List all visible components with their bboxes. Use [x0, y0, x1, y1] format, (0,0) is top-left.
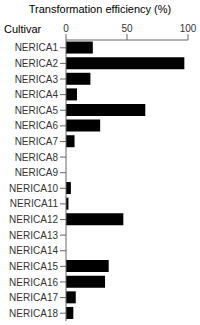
svg-text:NERICA17: NERICA17: [9, 292, 58, 303]
svg-text:NERICA18: NERICA18: [9, 308, 58, 319]
html-text:Transformation efficiency (%): Transformation efficiency (%): [28, 3, 172, 15]
svg-text:NERICA5: NERICA5: [15, 105, 59, 116]
svg-text:50: 50: [121, 23, 133, 34]
svg-text:NERICA1: NERICA1: [15, 42, 59, 53]
svg-text:NERICA9: NERICA9: [15, 167, 59, 178]
svg-text:NERICA12: NERICA12: [9, 214, 58, 225]
svg-text:NERICA2: NERICA2: [15, 58, 59, 69]
svg-text:NERICA10: NERICA10: [9, 183, 58, 194]
svg-text:NERICA7: NERICA7: [15, 136, 59, 147]
svg-text:NERICA4: NERICA4: [15, 89, 59, 100]
svg-text:NERICA13: NERICA13: [9, 230, 58, 241]
svg-text:NERICA16: NERICA16: [9, 277, 58, 288]
svg-text:NERICA8: NERICA8: [15, 152, 59, 163]
svg-text:NERICA14: NERICA14: [9, 245, 58, 256]
svg-text:100: 100: [180, 23, 192, 34]
svg-text:NERICA6: NERICA6: [15, 120, 59, 131]
svg-text:NERICA3: NERICA3: [15, 74, 59, 85]
svg-text:NERICA15: NERICA15: [9, 261, 58, 272]
svg-text:NERICA11: NERICA11: [10, 198, 59, 209]
svg-text:0: 0: [63, 23, 69, 34]
html-text:Cultivar: Cultivar: [4, 23, 42, 35]
